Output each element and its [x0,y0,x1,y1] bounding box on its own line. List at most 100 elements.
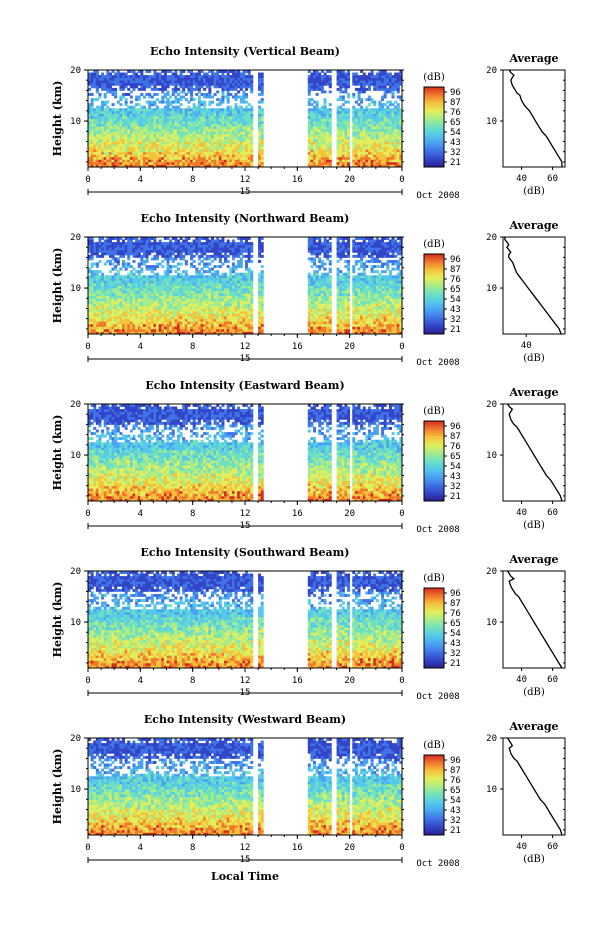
heatmap-cell [148,95,152,99]
heatmap-cell [122,149,126,153]
heatmap-cell [218,282,222,286]
heatmap-cell [307,87,311,91]
heatmap-cell [122,331,126,335]
heatmap-cell [132,280,136,284]
heatmap-cell [101,164,105,168]
heatmap-cell [174,265,178,269]
heatmap-cell [365,115,369,119]
heatmap-cell [354,156,358,160]
heatmap-cell [150,270,154,274]
heatmap-cell [90,282,94,286]
heatmap-cell [326,115,330,119]
heatmap-cell [114,95,118,99]
heatmap-cell [140,146,144,150]
heatmap-cell [208,128,212,132]
heatmap-cell [341,77,345,81]
heatmap-cell [98,303,102,307]
heatmap-cell [315,115,319,119]
heatmap-cell [200,113,204,117]
heatmap-cell [326,128,330,132]
average-y-tick-label: 10 [486,117,497,127]
heatmap-cell [313,154,317,158]
heatmap-cell [174,149,178,153]
heatmap-cell [142,326,146,330]
heatmap-cell [90,110,94,114]
heatmap-cell [213,318,217,322]
heatmap-cell [163,133,167,137]
heatmap-cell [354,164,358,168]
heatmap-cell [354,149,358,153]
heatmap-cell [108,326,112,330]
heatmap-cell [174,328,178,332]
heatmap-cell [396,131,400,135]
heatmap-cell [344,136,348,140]
heatmap-cell [150,280,154,284]
heatmap-cell [116,300,120,304]
heatmap-cell [135,95,139,99]
heatmap-cell [142,252,146,256]
heatmap-cell [378,80,382,84]
heatmap-cell [95,288,99,291]
heatmap-cell [132,159,136,163]
heatmap-cell [203,244,207,248]
heatmap-cell [213,146,217,150]
heatmap-cell [208,95,212,99]
heatmap-cell [174,270,178,274]
heatmap-cell [166,113,170,117]
heatmap-cell [360,123,364,127]
heatmap-cell [378,154,382,158]
heatmap-cell [119,285,123,289]
heatmap-cell [174,311,178,314]
heatmap-cell [208,118,212,122]
heatmap-cell [190,87,194,91]
heatmap-cell [122,288,126,291]
heatmap-cell [98,254,102,258]
heatmap-cell [200,70,204,73]
heatmap-cell [137,282,141,286]
heatmap-cell [250,164,254,168]
heatmap-cell [135,280,139,284]
heatmap-cell [195,133,199,137]
heatmap-cell [142,95,146,99]
heatmap-cell [313,164,317,168]
heatmap-cell [166,323,170,327]
heatmap-cell [218,141,222,145]
heatmap-cell [166,118,170,122]
heatmap-cell [163,70,167,73]
heatmap-cell [179,123,183,127]
heatmap-cell [197,133,201,137]
heatmap-cell [176,115,180,119]
heatmap-cell [108,82,112,86]
heatmap-cell [166,133,170,137]
heatmap-cell [127,265,131,269]
heatmap-cell [362,72,366,76]
heatmap-cell [95,72,99,76]
heatmap-cell [208,149,212,153]
heatmap-cell [169,249,173,253]
heatmap-cell [205,249,209,253]
heatmap-cell [197,156,201,160]
heatmap-cell [108,159,112,163]
heatmap-cell [108,308,112,312]
heatmap-cell [106,295,110,299]
heatmap-cell [150,115,154,119]
heatmap-cell [93,290,97,294]
heatmap-cell [245,75,249,79]
heatmap-cell [226,95,230,99]
heatmap-cell [237,156,241,160]
heatmap-cell [127,161,131,165]
heatmap-cell [176,282,180,286]
heatmap-cell [239,156,243,160]
heatmap-cell [208,161,212,165]
heatmap-cell [250,141,254,145]
heatmap-cell [381,146,385,150]
heatmap-cell [192,123,196,127]
heatmap-cell [169,146,173,150]
heatmap-cell [137,288,141,291]
heatmap-cell [341,82,345,86]
heatmap-cell [307,113,311,117]
heatmap-cell [373,123,377,127]
heatmap-cell [362,80,366,84]
heatmap-cell [208,300,212,304]
heatmap-cell [166,265,170,269]
